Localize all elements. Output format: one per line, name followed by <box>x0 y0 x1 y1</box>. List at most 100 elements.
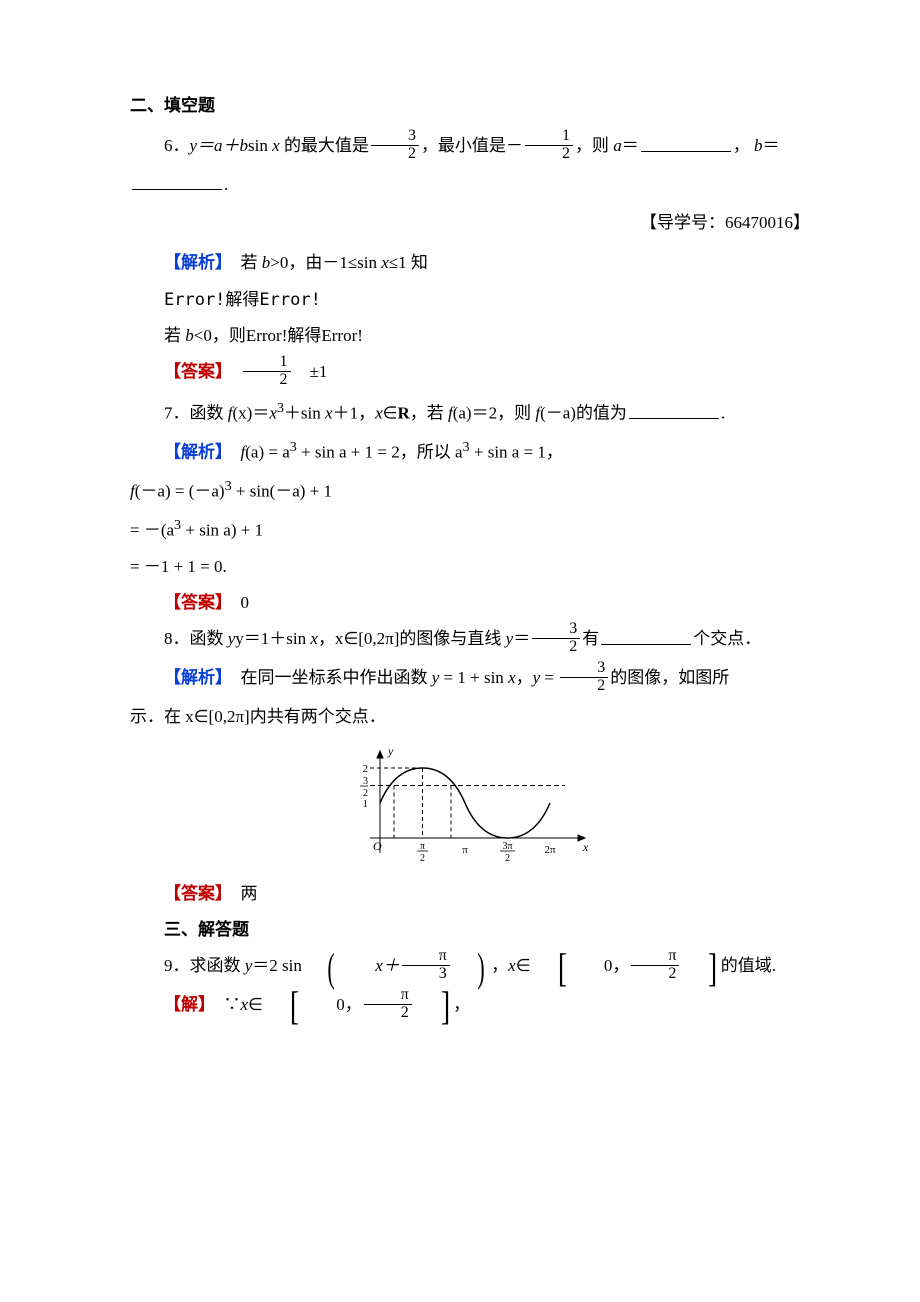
q6-guide: 【导学号：66470016】 <box>130 207 810 239</box>
q8-afrac: 32 <box>560 660 608 695</box>
q9-in: ∈ <box>516 957 531 976</box>
q6-ans-pm: ±1 <box>293 363 328 382</box>
svg-text:2: 2 <box>420 853 425 864</box>
q6-y-eq: y＝a＋b <box>190 137 249 156</box>
q7-blank <box>629 403 719 418</box>
q7-line4: = －1 + 1 = 0. <box>130 551 810 583</box>
q6-blank-b <box>132 175 222 190</box>
q6-x: x <box>272 137 280 156</box>
q8-figure: 2 3 2 1 O π 2 π 3π 2 2π y x <box>130 743 810 868</box>
q9-x2: x <box>241 995 249 1014</box>
section-2-title: 二、填空题 <box>130 90 810 122</box>
q6-max-is: 的最大值是 <box>280 137 369 156</box>
q7-xin: x <box>375 404 383 423</box>
q9-interval2: [0，π2] <box>263 989 453 1024</box>
frac-num: 1 <box>243 354 291 372</box>
svg-text:O: O <box>373 839 382 853</box>
q9-sep: ， <box>612 957 629 976</box>
q8-lead: 8．函数 <box>164 630 228 649</box>
q9-frac2: π2 <box>631 948 679 983</box>
q9-lead: 9．求函数 <box>164 957 245 976</box>
q7-a-1c: + sin a + 1 = 2，所以 a <box>297 443 463 462</box>
q6-ans-frac: 12 <box>243 354 291 389</box>
q6-a2-b: b <box>185 326 194 345</box>
q7-l2c: + sin(－a) + 1 <box>232 482 332 501</box>
analysis-label: 【解析】 <box>164 668 224 687</box>
q9-because: ∵ <box>207 995 241 1014</box>
q9-paren: (x＋π3) <box>302 950 491 985</box>
svg-text:x: x <box>582 840 589 854</box>
frac-den: 2 <box>560 678 608 695</box>
svg-text:3: 3 <box>363 776 368 787</box>
q7-fa-eq: (a)＝2，则 <box>453 404 536 423</box>
bracket-left-icon: [ <box>534 952 567 984</box>
q8-int: ∈[0,2π]的图像与直线 <box>343 630 505 649</box>
section-3-title: 三、解答题 <box>130 914 810 946</box>
analysis-label: 【解析】 <box>164 253 224 272</box>
q6-a2a: 若 <box>164 326 185 345</box>
q7-l2b: (－a) = (－a) <box>135 482 225 501</box>
q7-sup3: 3 <box>277 400 284 416</box>
frac-den: 2 <box>243 372 291 389</box>
q7-R: R <box>397 404 409 423</box>
q8-aeq2: = <box>540 668 558 687</box>
q8-analysis-1: 【解析】 在同一坐标系中作出函数 y = 1 + sin x，y = 32的图像… <box>130 662 810 697</box>
answer-label: 【答案】 <box>164 593 224 612</box>
analysis-label: 【解析】 <box>164 443 224 462</box>
bracket-right-icon: ] <box>685 952 718 984</box>
svg-text:2: 2 <box>505 853 510 864</box>
frac-num: π <box>631 948 679 966</box>
q8-has: 有 <box>582 630 599 649</box>
bracket-left-icon: [ <box>266 990 299 1022</box>
q6-a1-b: b <box>262 253 271 272</box>
q6-analysis-1: 【解析】 若 b>0，由－1≤sin x≤1 知 <box>130 247 810 279</box>
q6-a1b: >0，由－1≤sin <box>270 253 381 272</box>
q9-frac3: π2 <box>364 987 412 1022</box>
q7-plus-sin: ＋sin <box>284 404 325 423</box>
q9-comma: ， <box>491 957 508 976</box>
svg-text:1: 1 <box>363 798 369 810</box>
q7-if: ，若 <box>410 404 448 423</box>
frac-den: 2 <box>371 146 419 163</box>
frac-den: 2 <box>525 146 573 163</box>
q7-plus1: ＋1， <box>333 404 376 423</box>
q6-comma-b: ， <box>733 137 754 156</box>
bracket-right-icon: ] <box>417 990 450 1022</box>
frac-num: 1 <box>525 128 573 146</box>
q9-eq: ＝2 sin <box>252 957 302 976</box>
frac-num: 3 <box>532 621 580 639</box>
q6-eq1: ＝ <box>622 137 639 156</box>
q7-x3: x <box>269 404 277 423</box>
q9-solve: 【解】 ∵x∈[0，π2]， <box>130 989 810 1024</box>
q9-tail: 的值域. <box>721 957 776 976</box>
q9-sep2: ， <box>345 995 362 1014</box>
q6-num: 6． <box>164 137 190 156</box>
q8-frac: 32 <box>532 621 580 656</box>
q8-analysis-2: 示．在 x∈[0,2π]内共有两个交点． <box>130 701 810 733</box>
q7-in: ∈ <box>383 404 398 423</box>
q8-count: 个交点． <box>693 630 761 649</box>
q8-eq2: ＝ <box>513 630 530 649</box>
paren-left-icon: ( <box>309 952 335 984</box>
q6-a2b: <0，则Error!解得Error! <box>194 326 363 345</box>
q6-min-is: ，最小值是－ <box>421 137 523 156</box>
q8-blank <box>601 629 691 644</box>
q6-max-frac: 32 <box>371 128 419 163</box>
svg-text:π: π <box>420 841 425 852</box>
q7-stem: 7．函数 f(x)＝x3＋sin x＋1，x∈R，若 f(a)＝2，则 f(－a… <box>130 395 810 430</box>
q7-analysis-1: 【解析】 f(a) = a3 + sin a + 1 = 2，所以 a3 + s… <box>130 434 810 469</box>
q8-a1: 在同一坐标系中作出函数 <box>224 668 432 687</box>
q7-a-sup2: 3 <box>463 439 470 455</box>
q7-x2: x <box>325 404 333 423</box>
q6-stem: 6．y＝a＋bsin x 的最大值是32，最小值是－12，则 a＝， b＝ <box>130 130 810 165</box>
frac-den: 2 <box>364 1005 412 1022</box>
q8-yeq: y＝1＋sin <box>235 630 310 649</box>
q7-ans: 0 <box>224 593 250 612</box>
q8-aeq1: = 1 + sin <box>439 668 508 687</box>
svg-text:2π: 2π <box>544 844 556 856</box>
q6-min-frac: 12 <box>525 128 573 163</box>
q9-zero2: 0 <box>336 995 345 1014</box>
q9-in2: ∈ <box>248 995 263 1014</box>
q6-a1a: 若 <box>224 253 262 272</box>
frac-den: 2 <box>631 966 679 983</box>
